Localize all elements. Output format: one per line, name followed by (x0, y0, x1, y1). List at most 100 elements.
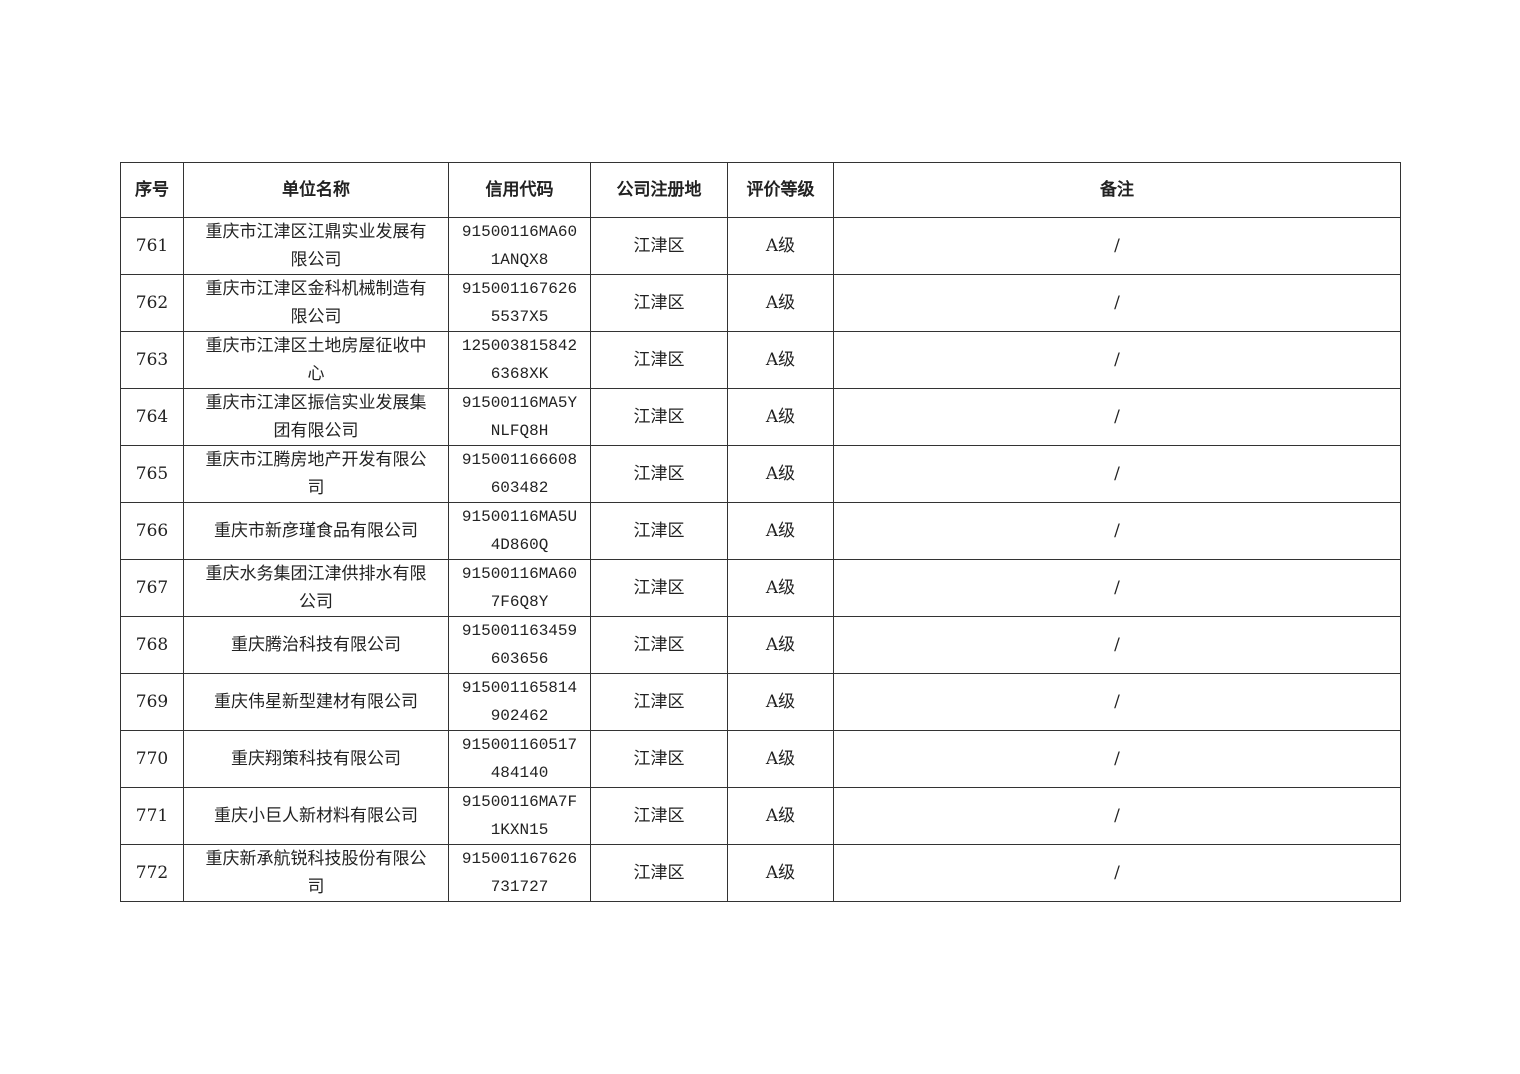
credit-code-cell-text: 915001165814902462 (461, 679, 578, 725)
credit-code-cell-text: 915001163459603656 (461, 622, 578, 668)
company-name-cell-text: 重庆小巨人新材料有限公司 (214, 806, 418, 826)
company-name-cell: 重庆市新彦瑾食品有限公司 (183, 502, 449, 560)
credit-rating-table: 序号 单位名称 信用代码 公司注册地 评价等级 备注 761 重庆市江津区江鼎实业… (120, 162, 1401, 902)
registered-place-cell: 江津区 (590, 388, 728, 446)
serial-cell: 762 (120, 274, 184, 332)
credit-code-cell-text: 1250038158426368XK (461, 337, 578, 383)
company-name-cell-text: 重庆新承航锐科技股份有限公司 (205, 849, 427, 897)
company-name-cell: 重庆翔策科技有限公司 (183, 730, 449, 788)
registered-place-cell: 江津区 (590, 673, 728, 731)
table-row: 761 重庆市江津区江鼎实业发展有限公司 91500116MA601ANQX8 江津区… (120, 217, 1401, 275)
rating-cell: A级 (727, 616, 834, 674)
credit-code-cell: 915001167626731727 (448, 844, 591, 902)
remarks-cell: / (833, 217, 1401, 275)
header-company-name: 单位名称 (183, 162, 449, 218)
remarks-cell: / (833, 331, 1401, 389)
table-row: 768 重庆腾治科技有限公司 915001163459603656 江津区 A级 / (120, 616, 1401, 674)
credit-code-cell-text: 9150011676265537X5 (461, 280, 578, 326)
remarks-cell: / (833, 616, 1401, 674)
company-name-cell: 重庆伟星新型建材有限公司 (183, 673, 449, 731)
company-name-cell-text: 重庆伟星新型建材有限公司 (214, 692, 418, 712)
remarks-cell: / (833, 502, 1401, 560)
remarks-cell: / (833, 559, 1401, 617)
credit-code-cell: 9150011676265537X5 (448, 274, 591, 332)
serial-cell: 761 (120, 217, 184, 275)
company-name-cell: 重庆腾治科技有限公司 (183, 616, 449, 674)
rating-cell: A级 (727, 730, 834, 788)
table-row: 770 重庆翔策科技有限公司 915001160517484140 江津区 A级 / (120, 730, 1401, 788)
serial-cell: 766 (120, 502, 184, 560)
registered-place-cell: 江津区 (590, 787, 728, 845)
credit-code-cell-text: 91500116MA7F1KXN15 (461, 793, 578, 839)
header-rating: 评价等级 (727, 162, 834, 218)
table-header-row: 序号 单位名称 信用代码 公司注册地 评价等级 备注 (120, 162, 1401, 218)
credit-code-cell: 915001160517484140 (448, 730, 591, 788)
credit-code-cell: 91500116MA7F1KXN15 (448, 787, 591, 845)
remarks-cell: / (833, 787, 1401, 845)
remarks-cell: / (833, 730, 1401, 788)
registered-place-cell: 江津区 (590, 445, 728, 503)
header-serial: 序号 (120, 162, 184, 218)
registered-place-cell: 江津区 (590, 730, 728, 788)
company-name-cell-text: 重庆市新彦瑾食品有限公司 (214, 521, 418, 541)
serial-cell: 771 (120, 787, 184, 845)
serial-cell: 767 (120, 559, 184, 617)
serial-cell: 763 (120, 331, 184, 389)
credit-code-cell-text: 91500116MA601ANQX8 (461, 223, 578, 269)
company-name-cell: 重庆市江腾房地产开发有限公司 (183, 445, 449, 503)
registered-place-cell: 江津区 (590, 559, 728, 617)
serial-cell: 770 (120, 730, 184, 788)
credit-code-cell-text: 91500116MA5U4D860Q (461, 508, 578, 554)
rating-cell: A级 (727, 502, 834, 560)
registered-place-cell: 江津区 (590, 502, 728, 560)
registered-place-cell: 江津区 (590, 616, 728, 674)
credit-code-cell: 91500116MA5YNLFQ8H (448, 388, 591, 446)
rating-cell: A级 (727, 559, 834, 617)
company-name-cell-text: 重庆腾治科技有限公司 (231, 635, 401, 655)
rating-cell: A级 (727, 217, 834, 275)
remarks-cell: / (833, 274, 1401, 332)
credit-code-cell: 1250038158426368XK (448, 331, 591, 389)
table-row: 769 重庆伟星新型建材有限公司 915001165814902462 江津区 A级 / (120, 673, 1401, 731)
credit-code-cell-text: 915001160517484140 (461, 736, 578, 782)
rating-cell: A级 (727, 388, 834, 446)
company-name-cell-text: 重庆水务集团江津供排水有限公司 (205, 564, 427, 612)
remarks-cell: / (833, 445, 1401, 503)
company-name-cell-text: 重庆市江津区金科机械制造有限公司 (205, 279, 427, 327)
credit-code-cell-text: 915001166608603482 (461, 451, 578, 497)
rating-cell: A级 (727, 331, 834, 389)
table-row: 766 重庆市新彦瑾食品有限公司 91500116MA5U4D860Q 江津区 A级 / (120, 502, 1401, 560)
serial-cell: 764 (120, 388, 184, 446)
credit-code-cell-text: 91500116MA607F6Q8Y (461, 565, 578, 611)
credit-code-cell: 915001163459603656 (448, 616, 591, 674)
registered-place-cell: 江津区 (590, 274, 728, 332)
company-name-cell: 重庆水务集团江津供排水有限公司 (183, 559, 449, 617)
serial-cell: 765 (120, 445, 184, 503)
rating-cell: A级 (727, 787, 834, 845)
credit-code-cell-text: 915001167626731727 (461, 850, 578, 896)
rating-cell: A级 (727, 274, 834, 332)
header-remarks: 备注 (833, 162, 1401, 218)
table-row: 764 重庆市江津区振信实业发展集团有限公司 91500116MA5YNLFQ8H 江… (120, 388, 1401, 446)
header-credit-code: 信用代码 (448, 162, 591, 218)
table-row: 771 重庆小巨人新材料有限公司 91500116MA7F1KXN15 江津区 A级 / (120, 787, 1401, 845)
registered-place-cell: 江津区 (590, 844, 728, 902)
serial-cell: 769 (120, 673, 184, 731)
registered-place-cell: 江津区 (590, 331, 728, 389)
credit-code-cell-text: 91500116MA5YNLFQ8H (461, 394, 578, 440)
company-name-cell: 重庆市江津区土地房屋征收中心 (183, 331, 449, 389)
table-row: 763 重庆市江津区土地房屋征收中心 1250038158426368XK 江津区 A级… (120, 331, 1401, 389)
credit-code-cell: 915001165814902462 (448, 673, 591, 731)
header-registered-place: 公司注册地 (590, 162, 728, 218)
company-name-cell: 重庆小巨人新材料有限公司 (183, 787, 449, 845)
company-name-cell-text: 重庆市江津区江鼎实业发展有限公司 (205, 222, 427, 270)
company-name-cell: 重庆市江津区振信实业发展集团有限公司 (183, 388, 449, 446)
table-row: 765 重庆市江腾房地产开发有限公司 915001166608603482 江津区 A级… (120, 445, 1401, 503)
rating-cell: A级 (727, 673, 834, 731)
table-row: 772 重庆新承航锐科技股份有限公司 915001167626731727 江津区 A级… (120, 844, 1401, 902)
company-name-cell-text: 重庆翔策科技有限公司 (231, 749, 401, 769)
company-name-cell: 重庆新承航锐科技股份有限公司 (183, 844, 449, 902)
remarks-cell: / (833, 388, 1401, 446)
credit-code-cell: 91500116MA607F6Q8Y (448, 559, 591, 617)
rating-cell: A级 (727, 445, 834, 503)
